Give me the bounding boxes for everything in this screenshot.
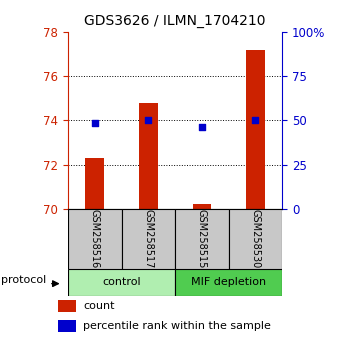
Bar [229, 209, 282, 269]
Bar [246, 50, 265, 209]
Text: count: count [83, 301, 115, 311]
Bar [85, 158, 104, 209]
Text: control: control [102, 277, 141, 287]
Title: GDS3626 / ILMN_1704210: GDS3626 / ILMN_1704210 [84, 14, 266, 28]
Point [146, 118, 151, 123]
Bar [122, 209, 175, 269]
Bar [192, 205, 211, 209]
Bar [139, 103, 158, 209]
Bar [58, 299, 76, 312]
Text: protocol: protocol [1, 275, 47, 285]
Text: GSM258516: GSM258516 [90, 209, 100, 269]
Text: MIF depletion: MIF depletion [191, 277, 266, 287]
Text: GSM258517: GSM258517 [143, 209, 153, 269]
Bar [68, 269, 175, 296]
Bar [175, 269, 282, 296]
Bar [175, 209, 229, 269]
Point [253, 118, 258, 123]
Text: GSM258530: GSM258530 [251, 209, 260, 269]
Text: GSM258515: GSM258515 [197, 209, 207, 269]
Bar [68, 209, 122, 269]
Text: percentile rank within the sample: percentile rank within the sample [83, 321, 271, 331]
Point [199, 124, 205, 130]
Point [92, 120, 98, 125]
Bar [58, 320, 76, 332]
